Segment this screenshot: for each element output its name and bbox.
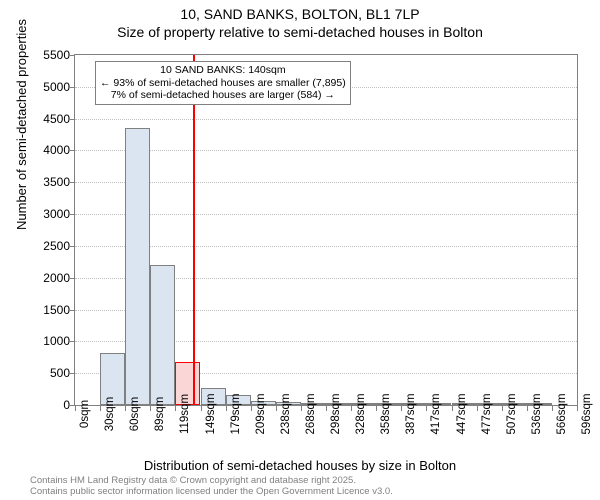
x-tick-mark xyxy=(502,406,503,411)
x-tick-mark xyxy=(175,406,176,411)
x-tick-label: 179sqm xyxy=(230,394,242,435)
bar xyxy=(125,128,150,405)
x-tick-mark xyxy=(452,406,453,411)
x-tick-label: 328sqm xyxy=(355,394,367,435)
x-tick-label: 0sqm xyxy=(79,400,91,428)
x-tick-label: 298sqm xyxy=(330,394,342,435)
y-tick-label: 1000 xyxy=(20,334,70,348)
y-tick-label: 3500 xyxy=(20,175,70,189)
x-tick-label: 417sqm xyxy=(430,394,442,435)
x-tick-mark xyxy=(326,406,327,411)
y-tick-label: 3000 xyxy=(20,207,70,221)
x-tick-mark xyxy=(125,406,126,411)
x-tick-mark xyxy=(401,406,402,411)
x-tick-label: 358sqm xyxy=(380,394,392,435)
y-tick-label: 1500 xyxy=(20,303,70,317)
title-line-2: Size of property relative to semi-detach… xyxy=(0,24,600,42)
x-tick-label: 89sqm xyxy=(154,397,166,432)
x-tick-label: 238sqm xyxy=(280,394,292,435)
gridline xyxy=(75,150,577,151)
x-tick-mark xyxy=(477,406,478,411)
x-tick-mark xyxy=(201,406,202,411)
chart-container: 10, SAND BANKS, BOLTON, BL1 7LP Size of … xyxy=(0,0,600,500)
bar xyxy=(150,265,175,405)
x-tick-mark xyxy=(552,406,553,411)
y-tick-label: 500 xyxy=(20,366,70,380)
y-tick-label: 2500 xyxy=(20,239,70,253)
gridline xyxy=(75,214,577,215)
annotation-line-2: ← 93% of semi-detached houses are smalle… xyxy=(100,77,346,90)
footer-line-2: Contains public sector information licen… xyxy=(30,487,393,498)
x-tick-mark xyxy=(251,406,252,411)
x-tick-mark xyxy=(100,406,101,411)
x-tick-label: 596sqm xyxy=(581,394,593,435)
x-tick-label: 149sqm xyxy=(205,394,217,435)
x-tick-label: 447sqm xyxy=(456,394,468,435)
x-tick-mark xyxy=(226,406,227,411)
y-tick-label: 0 xyxy=(20,398,70,412)
annotation-box: 10 SAND BANKS: 140sqm ← 93% of semi-deta… xyxy=(95,61,351,105)
footer-attribution: Contains HM Land Registry data © Crown c… xyxy=(30,476,393,498)
annotation-line-3: 7% of semi-detached houses are larger (5… xyxy=(100,89,346,102)
title-line-1: 10, SAND BANKS, BOLTON, BL1 7LP xyxy=(0,6,600,24)
x-tick-label: 477sqm xyxy=(481,394,493,435)
x-tick-mark xyxy=(276,406,277,411)
y-tick-label: 5500 xyxy=(20,48,70,62)
x-tick-mark xyxy=(527,406,528,411)
annotation-line-1: 10 SAND BANKS: 140sqm xyxy=(100,64,346,77)
x-tick-mark xyxy=(577,406,578,411)
title-block: 10, SAND BANKS, BOLTON, BL1 7LP Size of … xyxy=(0,0,600,41)
x-tick-mark xyxy=(301,406,302,411)
x-tick-mark xyxy=(75,406,76,411)
x-tick-label: 536sqm xyxy=(531,394,543,435)
x-tick-label: 268sqm xyxy=(305,394,317,435)
x-tick-label: 30sqm xyxy=(104,397,116,432)
x-axis-label: Distribution of semi-detached houses by … xyxy=(0,458,600,473)
x-tick-label: 566sqm xyxy=(556,394,568,435)
x-tick-label: 119sqm xyxy=(179,394,191,434)
plot-area: 10 SAND BANKS: 140sqm ← 93% of semi-deta… xyxy=(74,54,578,406)
x-tick-mark xyxy=(150,406,151,411)
gridline xyxy=(75,182,577,183)
x-tick-mark xyxy=(426,406,427,411)
y-tick-label: 4500 xyxy=(20,112,70,126)
reference-vline xyxy=(193,55,195,405)
gridline xyxy=(75,246,577,247)
x-tick-mark xyxy=(351,406,352,411)
x-tick-label: 387sqm xyxy=(405,394,417,435)
x-tick-label: 507sqm xyxy=(506,394,518,435)
y-tick-label: 4000 xyxy=(20,143,70,157)
y-tick-label: 2000 xyxy=(20,271,70,285)
x-tick-label: 209sqm xyxy=(255,394,267,435)
x-tick-label: 60sqm xyxy=(129,397,141,432)
x-tick-mark xyxy=(376,406,377,411)
gridline xyxy=(75,119,577,120)
y-tick-label: 5000 xyxy=(20,80,70,94)
